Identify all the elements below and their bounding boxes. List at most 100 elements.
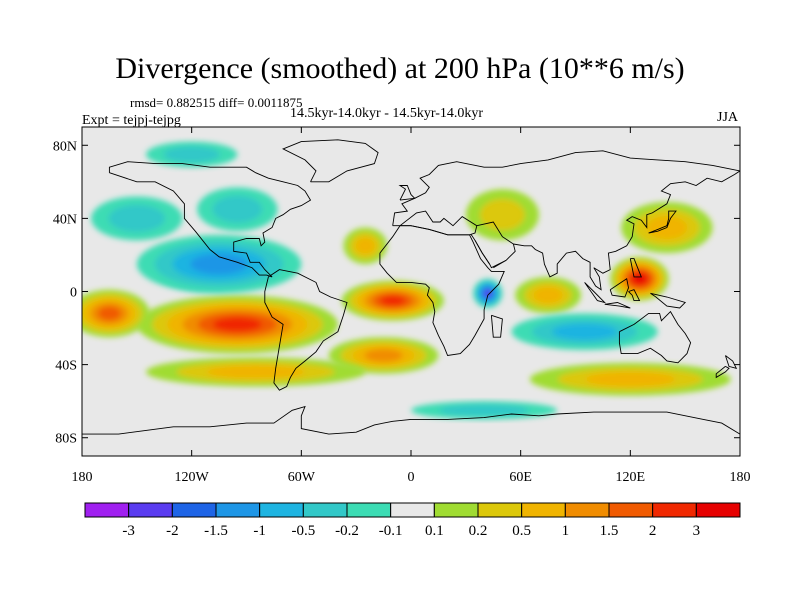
colorbar-label-1: -2	[166, 523, 179, 539]
coastline-british-isles	[398, 185, 416, 201]
stats-line: rmsd= 0.882515 diff= 0.0011875	[130, 95, 303, 111]
atlantic-africa-divergence-max	[341, 280, 444, 321]
coastline-new-zealand	[715, 355, 738, 379]
x-tick-label-0: 180	[72, 470, 93, 485]
colorbar-box-11	[564, 502, 610, 518]
maritime-continent-divergence-band-6	[633, 274, 646, 284]
x-tick-label-4: 60E	[509, 470, 532, 485]
colorbar-label-2: -1.5	[204, 523, 228, 539]
colorbar-label-6: -0.1	[379, 523, 403, 539]
east-africa-convergence-band-5	[484, 289, 492, 297]
tropical-atlantic-divergence	[343, 227, 388, 265]
north-pacific-convergence	[91, 196, 183, 241]
south-indian-divergence-band-band-2	[585, 371, 676, 387]
colorbar-label-3: -1	[253, 523, 266, 539]
south-indian-divergence-band	[529, 362, 731, 396]
x-tick-label-1: 120W	[175, 470, 210, 485]
arctic-patch-band-1	[163, 146, 220, 163]
coastline-south-america	[264, 269, 348, 391]
central-pacific-divergence-max-band-5	[212, 317, 262, 332]
coastline-japan	[648, 210, 677, 234]
colorbar-box-3	[215, 502, 261, 518]
south-indian-ocean-convergence	[511, 313, 658, 350]
southern-ocean-convergence	[411, 401, 558, 420]
maritime-continent-divergence	[610, 256, 669, 301]
experiment-label: Expt = tejpj-tejpg	[82, 113, 181, 128]
south-atlantic-divergence-band-3	[364, 349, 403, 362]
colorbar-box-12	[608, 502, 654, 518]
y-tick-label-0: 80N	[53, 139, 77, 154]
colorbar-label-12: 2	[649, 523, 657, 539]
colorbar-label-4: -0.5	[291, 523, 315, 539]
x-tick-label-2: 60W	[288, 470, 316, 485]
y-tick-label-1: 40N	[53, 212, 77, 227]
atlantic-africa-divergence-max-band-5	[380, 295, 406, 306]
east-pacific-convergence-halo	[136, 234, 302, 294]
contour-field-layer	[82, 141, 731, 420]
colorbar-label-9: 0.5	[512, 523, 531, 539]
north-pacific-convergence-band-1	[108, 204, 165, 232]
colorbar: -3 -2 -1.5 -1 -0.5 -0.2 -0.1 0.1 0.2 0.5 1 1.5 2 3	[84, 502, 741, 539]
colorbar-box-7	[390, 502, 435, 518]
colorbar-label-13: 3	[693, 523, 701, 539]
coastline-antarctica	[82, 405, 740, 435]
east-pacific-convergence-halo-band-3	[190, 253, 248, 275]
chart-title: Divergence (smoothed) at 200 hPa (10**6 …	[115, 52, 685, 85]
colorbar-box-2	[171, 502, 217, 518]
colorbar-box-0	[84, 502, 130, 518]
y-tick-label-2: 0	[70, 286, 77, 301]
coastline-arabia-india-detail	[474, 240, 507, 269]
south-atlantic-divergence	[328, 337, 439, 374]
colorbar-box-10	[521, 502, 566, 518]
y-tick-label-3: 40S	[55, 359, 77, 374]
coastline-greenland	[282, 139, 379, 183]
axes: 180 120W 60W 0 60E 120E 180 80N 40N 0 40S 80S	[53, 127, 751, 485]
season-label: JJA	[717, 110, 739, 125]
coastline-eurasia	[392, 150, 740, 291]
colorbar-box-13	[652, 502, 697, 518]
colorbar-box-8	[433, 502, 479, 518]
south-pacific-divergence-band	[145, 357, 366, 387]
rmsd-label: rmsd=	[130, 95, 164, 110]
colorbar-label-5: -0.2	[335, 523, 359, 539]
y-tick-label-4: 80S	[55, 432, 77, 447]
indian-ocean-north-divergence	[515, 276, 581, 314]
colorbar-label-11: 1.5	[600, 523, 619, 539]
period-label: 14.5kyr-14.0kyr - 14.5kyr-14.0kyr	[290, 106, 484, 121]
colorbar-box-4	[259, 502, 304, 518]
coastline-indonesia	[584, 258, 687, 309]
north-america-convergence	[197, 187, 278, 232]
x-tick-label-6: 180	[730, 470, 751, 485]
colorbar-box-5	[302, 502, 348, 518]
southern-ocean-convergence-band-1	[439, 404, 530, 416]
rmsd-value: 0.882515	[166, 95, 216, 110]
diff-value: 0.0011875	[247, 95, 303, 110]
east-africa-convergence	[473, 278, 503, 308]
south-indian-ocean-convergence-band-2	[552, 323, 618, 340]
colorbar-box-6	[346, 502, 392, 518]
map-plot-area	[81, 126, 741, 457]
central-pacific-divergence-max	[136, 295, 338, 354]
west-pacific-south-divergence-band-4	[97, 306, 121, 321]
tropical-atlantic-divergence-band-2	[355, 237, 376, 254]
x-tick-label-5: 120E	[616, 470, 646, 485]
colorbar-box-1	[128, 502, 173, 518]
coastline-layer	[82, 139, 740, 435]
eurasia-divergence-band-1	[479, 198, 525, 231]
south-pacific-divergence-band-band-2	[206, 365, 305, 379]
coastline-australia	[618, 310, 692, 364]
west-pacific-south-divergence	[82, 289, 150, 338]
coastline-africa	[379, 225, 505, 356]
colorbar-label-7: 0.1	[425, 523, 444, 539]
colorbar-label-10: 1	[562, 523, 570, 539]
x-tick-label-3: 0	[408, 470, 415, 485]
arctic-patch	[145, 141, 238, 168]
colorbar-label-8: 0.2	[469, 523, 488, 539]
colorbar-box-14	[695, 502, 741, 518]
coastline-madagascar	[490, 314, 503, 338]
indian-ocean-north-divergence-band-2	[533, 287, 563, 304]
coastline-north-america	[108, 161, 312, 278]
colorbar-box-9	[477, 502, 523, 518]
eurasia-divergence	[465, 189, 539, 241]
